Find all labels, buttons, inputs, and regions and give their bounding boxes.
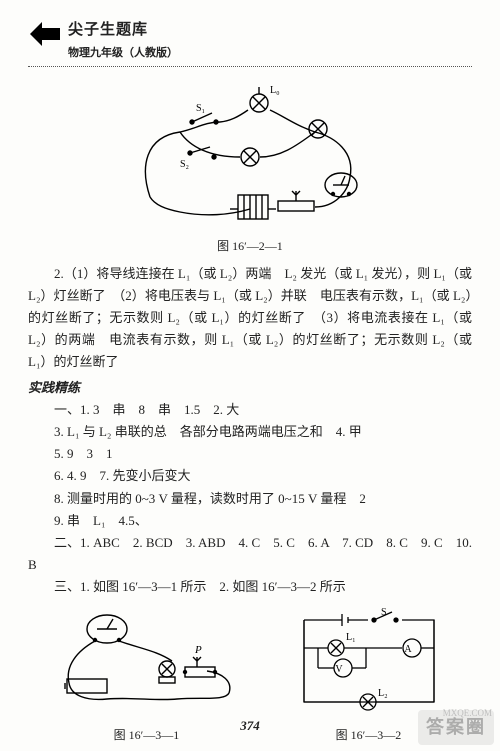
label-s1: S₁ xyxy=(196,103,205,114)
ans-line: 二、1. ABC 2. BCD 3. ABD 4. C 5. C 6. A 7.… xyxy=(28,532,472,576)
label-l1: L₁ xyxy=(346,632,356,643)
ans-line: 9. 串 L₁ 4.5、 xyxy=(28,510,472,532)
ans-line: 3. L₁ 与 L₂ 串联的总 各部分电路两端电压之和 4. 甲 xyxy=(28,421,472,443)
arrow-icon xyxy=(28,18,62,52)
answers-block: 一、1. 3 串 8 串 1.5 2. 大 3. L₁ 与 L₂ 串联的总 各部… xyxy=(28,399,472,598)
ans-line: 8. 测量时用的 0~3 V 量程，读数时用了 0~15 V 量程 2 xyxy=(28,488,472,510)
figure-16-2-1: S₁ S₂ L₀ xyxy=(28,77,472,232)
label-l0: L₀ xyxy=(270,85,280,96)
ans-line: 6. 4. 9 7. 先变小后变大 xyxy=(28,465,472,487)
paragraph-q2: 2.（1）将导线连接在 L₁（或 L₂）两端 L₂ 发光（或 L₁ 发光），则 … xyxy=(28,263,472,373)
book-title: 尖子生题库 xyxy=(68,18,178,44)
page-header: 尖子生题库 物理九年级（人教版） xyxy=(28,18,472,62)
ans-line: 三、1. 如图 16′—3—1 所示 2. 如图 16′—3—2 所示 xyxy=(28,576,472,598)
watermark-main: 答案圈 xyxy=(418,710,494,745)
label-v: V xyxy=(335,664,343,675)
label-s: S xyxy=(381,607,387,618)
label-p: P xyxy=(194,644,202,656)
caption-16-2-1: 图 16′—2—1 xyxy=(28,236,472,256)
sub-title: 物理九年级（人教版） xyxy=(68,44,178,63)
label-l2: L₂ xyxy=(378,688,388,699)
label-s2: S₂ xyxy=(180,159,189,170)
ans-line: 5. 9 3 1 xyxy=(28,443,472,465)
dotted-divider xyxy=(28,66,472,67)
label-a: A xyxy=(404,644,412,655)
section-head: 实践精练 xyxy=(28,377,472,399)
ans-line: 一、1. 3 串 8 串 1.5 2. 大 xyxy=(28,399,472,421)
